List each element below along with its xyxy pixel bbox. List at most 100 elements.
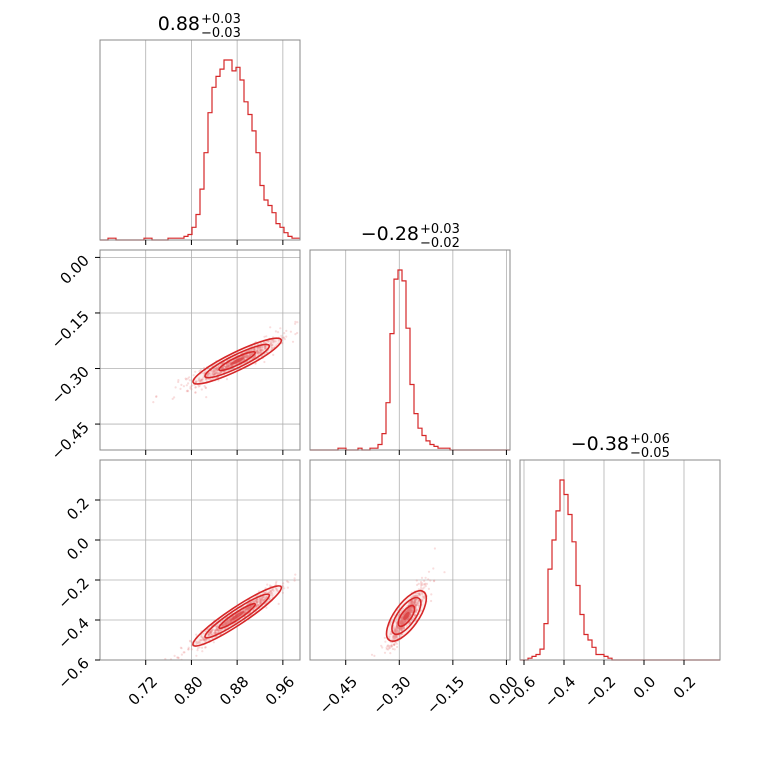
sample-point — [401, 619, 404, 623]
sample-point — [256, 349, 259, 353]
sample-point — [397, 626, 400, 629]
sample-point — [409, 610, 412, 613]
sample-point — [414, 604, 417, 608]
sample-point — [255, 599, 258, 602]
sample-point — [248, 607, 251, 610]
sample-point — [400, 627, 403, 631]
sample-point — [415, 607, 418, 610]
sample-point — [407, 617, 410, 620]
sample-point — [402, 621, 405, 625]
sample-point — [214, 629, 217, 632]
sample-point — [216, 631, 219, 634]
sample-point — [246, 608, 250, 611]
y-tick-label: 0.00 — [56, 252, 92, 288]
sample-point — [412, 594, 415, 597]
sample-point — [413, 601, 416, 604]
sample-point — [164, 657, 167, 660]
sample-point — [410, 607, 413, 611]
sample-point — [399, 628, 402, 631]
sample-point — [268, 590, 271, 593]
sample-point — [243, 355, 246, 358]
sample-point — [226, 365, 229, 368]
sample-point — [423, 596, 426, 599]
sample-point — [402, 620, 405, 623]
sample-point — [402, 627, 405, 630]
sample-point — [225, 622, 228, 625]
sample-point — [250, 605, 253, 608]
sample-point — [407, 622, 411, 625]
sample-point — [179, 646, 182, 649]
sample-point — [260, 598, 263, 601]
sample-point — [173, 654, 176, 658]
sample-point — [400, 623, 403, 626]
sample-point — [201, 378, 204, 381]
sample-point — [399, 627, 403, 630]
title-diag-1: −0.28 +0.03 −0.02 — [361, 222, 460, 251]
sample-point — [413, 602, 416, 605]
scatter-panel-2-0: 0.72 0.80 0.88 0.96 0.2 0.0 −0.2−0.4−0.6 — [54, 459, 301, 709]
sample-point — [394, 636, 397, 639]
sample-point — [214, 631, 217, 634]
sample-point — [370, 653, 374, 656]
panel-frame — [309, 249, 511, 451]
sample-point — [410, 609, 413, 612]
x-tick-label: 0.2 — [670, 673, 700, 703]
sample-point — [230, 364, 233, 367]
sample-point — [209, 631, 212, 634]
sample-point — [185, 384, 188, 387]
sample-point — [196, 641, 199, 644]
sample-point — [241, 355, 244, 358]
sample-point — [395, 626, 398, 629]
sample-point — [409, 610, 412, 613]
sample-point — [395, 642, 398, 645]
sample-point — [404, 619, 407, 623]
sample-point — [217, 364, 221, 367]
sample-point — [399, 622, 402, 625]
sample-point — [411, 609, 414, 612]
sample-point — [190, 388, 193, 391]
sample-point — [401, 615, 404, 618]
sample-point — [400, 621, 404, 624]
sample-point — [244, 610, 247, 613]
sample-point — [408, 608, 411, 612]
sample-point — [187, 382, 190, 385]
sample-point — [408, 609, 411, 612]
sample-point — [256, 347, 259, 350]
sample-point — [257, 352, 260, 355]
sample-point — [427, 570, 431, 573]
sample-point — [401, 607, 405, 610]
sample-point — [177, 656, 180, 660]
x-tick-label: 0.80 — [170, 673, 206, 709]
sample-point — [212, 628, 215, 631]
x-tick-label: 0.72 — [125, 673, 161, 709]
sample-point — [261, 349, 264, 352]
sample-point — [423, 583, 427, 586]
sample-point — [402, 626, 405, 629]
sample-point — [216, 368, 219, 371]
sample-point — [227, 364, 230, 367]
sample-point — [277, 602, 280, 606]
sample-point — [413, 614, 417, 617]
sample-point — [251, 604, 254, 607]
sample-point — [204, 646, 207, 649]
sample-point — [383, 651, 387, 654]
sample-point — [406, 609, 409, 612]
sample-point — [243, 355, 246, 358]
sample-point — [294, 320, 297, 323]
sample-point — [242, 354, 245, 358]
sample-point — [217, 365, 220, 368]
sample-point — [261, 346, 264, 349]
sample-point — [211, 371, 214, 374]
y-tick-label: −0.30 — [48, 363, 93, 408]
sample-point — [422, 583, 426, 586]
contour-level — [218, 350, 257, 372]
sample-point — [409, 609, 412, 612]
sample-point — [230, 364, 233, 367]
sample-point — [421, 587, 424, 590]
sample-point — [217, 629, 220, 632]
sample-point — [224, 622, 227, 625]
sample-point — [207, 632, 210, 635]
sample-point — [400, 609, 403, 613]
sample-point — [401, 629, 404, 632]
contour-level — [218, 602, 257, 630]
